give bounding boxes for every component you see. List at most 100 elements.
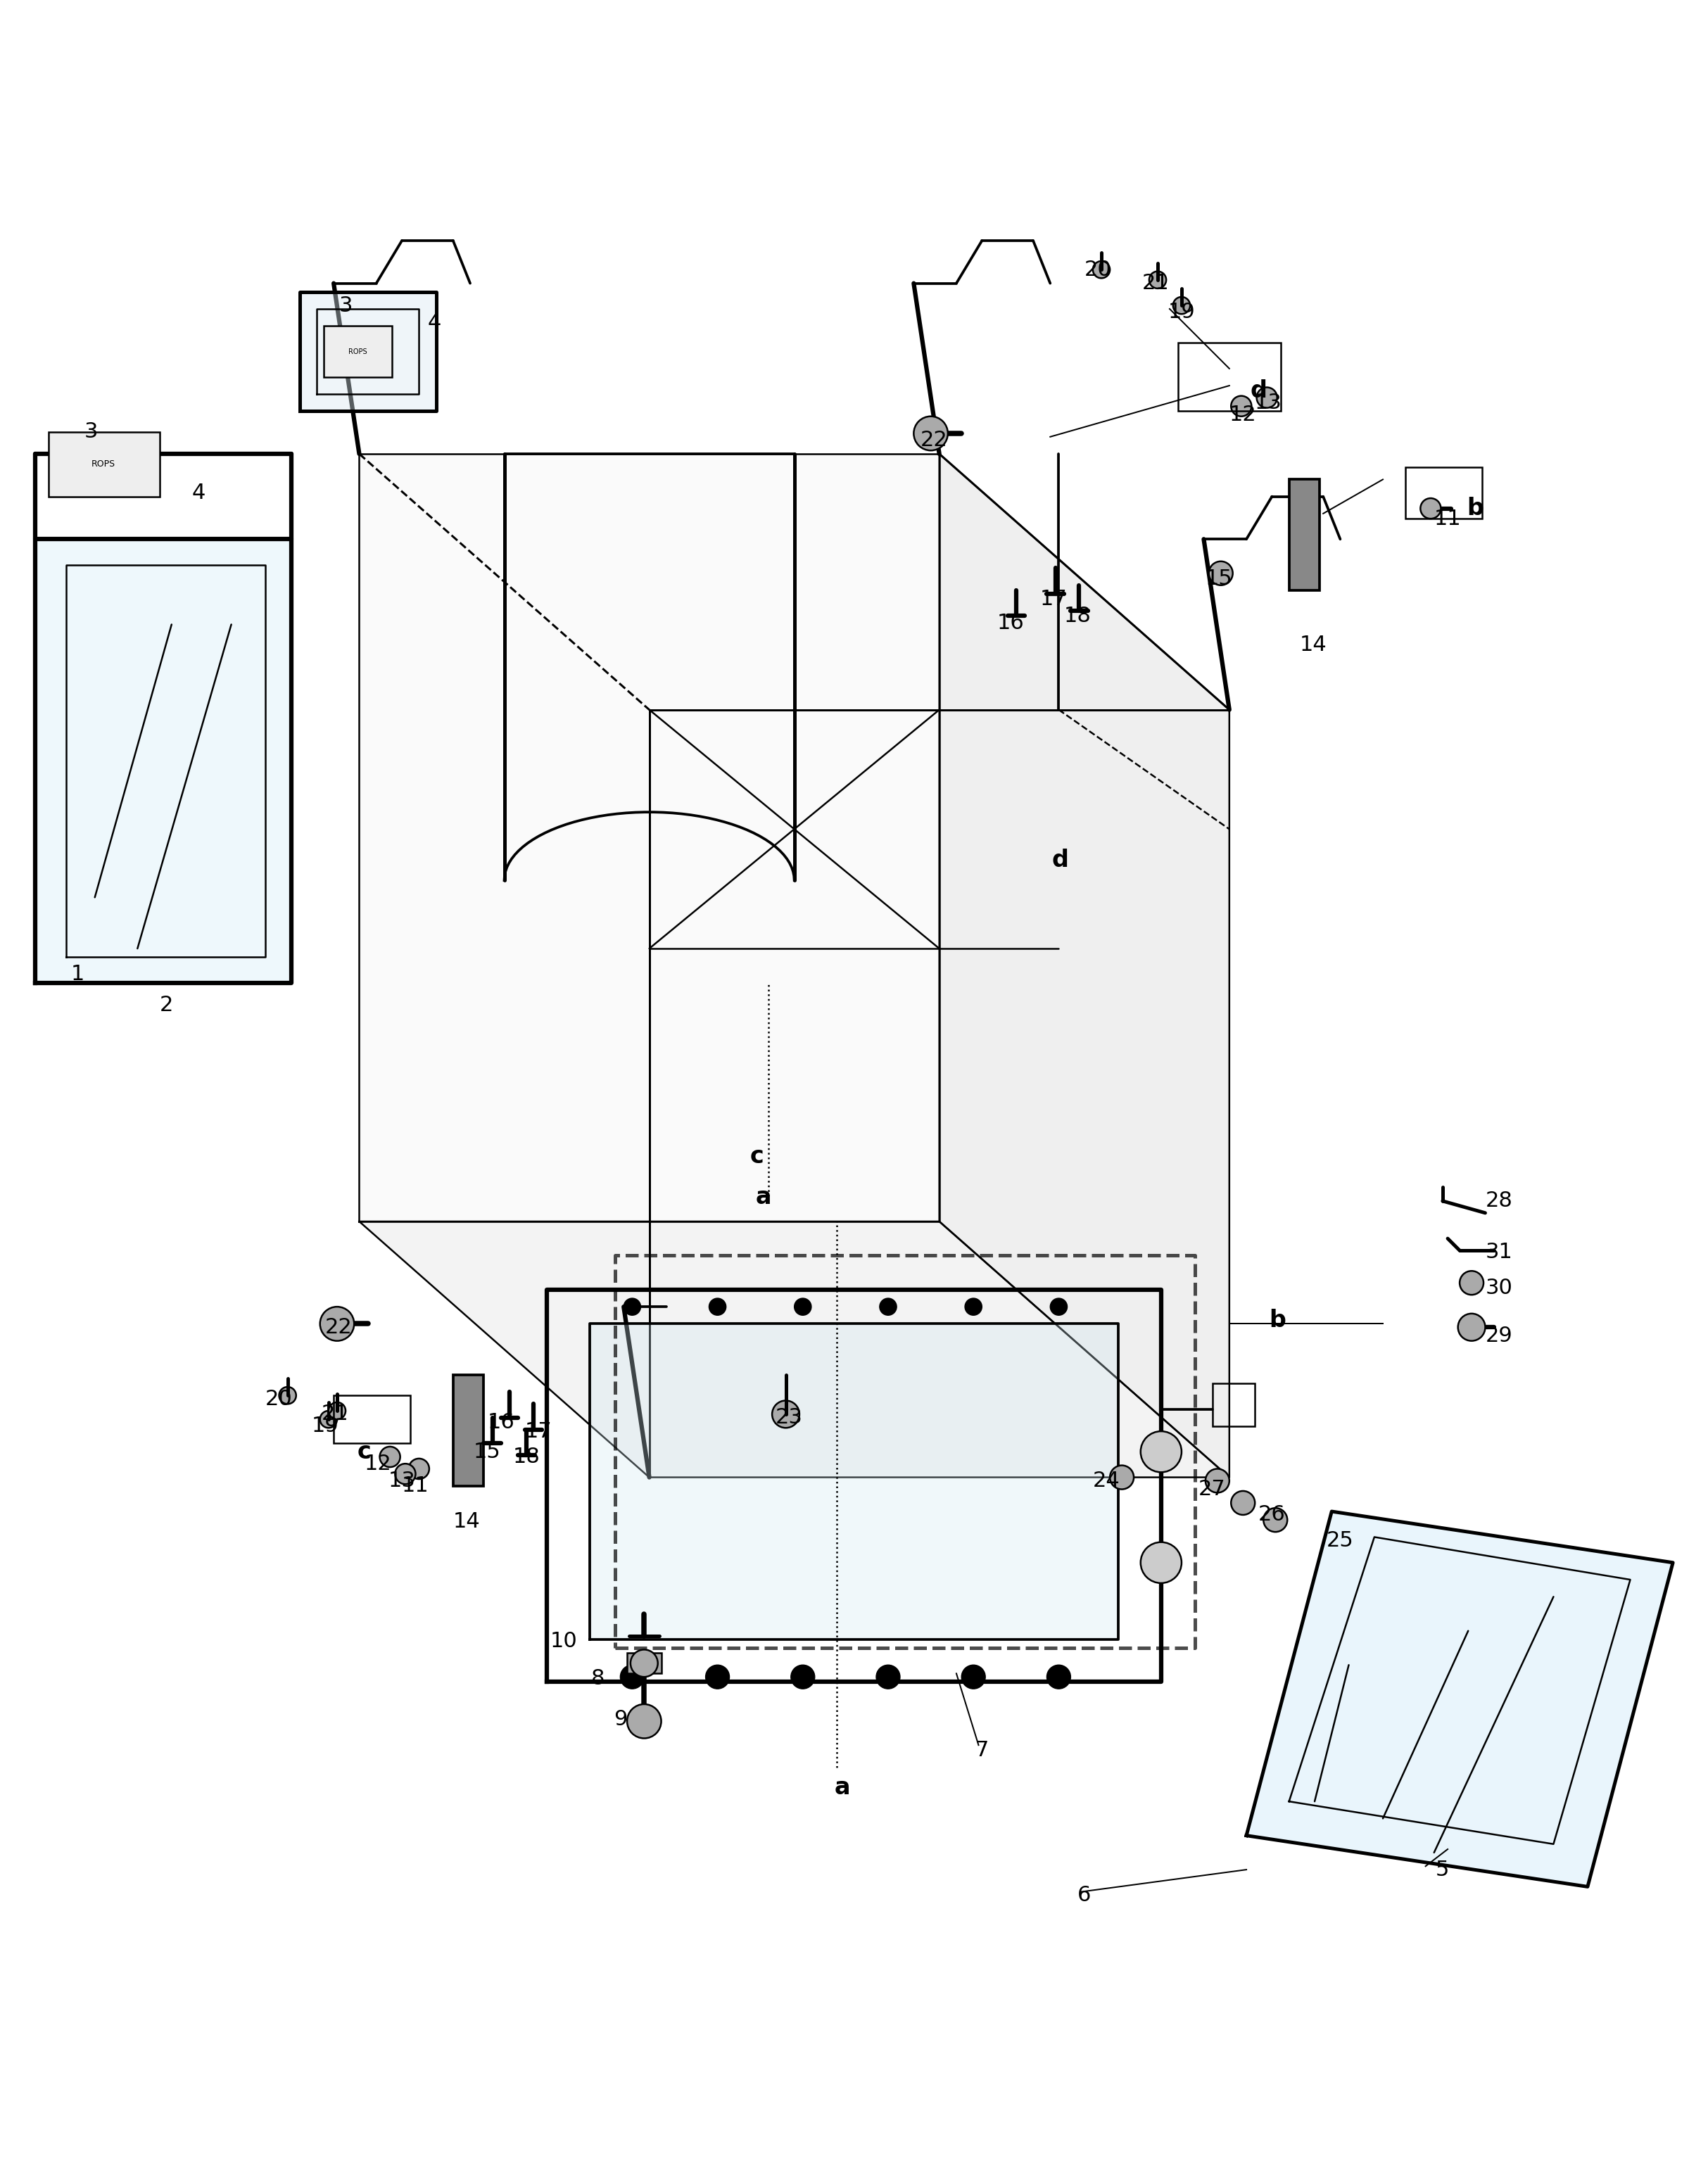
Text: 6: 6 — [1078, 1886, 1091, 1905]
Circle shape — [395, 1465, 415, 1484]
Text: 27: 27 — [1199, 1480, 1226, 1499]
Circle shape — [709, 1298, 726, 1315]
Circle shape — [1460, 1272, 1484, 1295]
Text: a: a — [755, 1187, 772, 1209]
Circle shape — [319, 1306, 354, 1341]
Bar — [1290, 480, 1320, 590]
Circle shape — [1173, 297, 1190, 315]
Circle shape — [1206, 1469, 1230, 1493]
Text: 26: 26 — [1259, 1504, 1286, 1526]
Circle shape — [1264, 1508, 1288, 1532]
Bar — [453, 1376, 483, 1486]
Circle shape — [794, 1298, 811, 1315]
Text: 21: 21 — [321, 1404, 348, 1424]
Circle shape — [620, 1664, 644, 1688]
Circle shape — [319, 1411, 336, 1428]
Text: 21: 21 — [1143, 273, 1170, 293]
Text: ROPS: ROPS — [348, 347, 367, 356]
Circle shape — [1459, 1313, 1486, 1341]
Text: 14: 14 — [453, 1512, 480, 1532]
Circle shape — [965, 1298, 982, 1315]
Text: b: b — [1467, 497, 1484, 521]
Bar — [627, 1654, 661, 1673]
Text: 3: 3 — [338, 295, 352, 315]
Text: 8: 8 — [591, 1669, 605, 1688]
Text: b: b — [1269, 1309, 1286, 1332]
Polygon shape — [36, 538, 290, 983]
Text: a: a — [834, 1777, 851, 1799]
Circle shape — [1231, 395, 1252, 417]
Text: 12: 12 — [364, 1454, 391, 1473]
Circle shape — [1047, 1664, 1071, 1688]
Circle shape — [408, 1458, 429, 1480]
Circle shape — [623, 1298, 640, 1315]
Bar — [323, 326, 391, 378]
Circle shape — [880, 1298, 897, 1315]
Polygon shape — [359, 454, 939, 1222]
Circle shape — [278, 1387, 295, 1404]
Circle shape — [1231, 1491, 1255, 1515]
Bar — [1406, 467, 1483, 519]
Text: 30: 30 — [1486, 1278, 1513, 1298]
Text: 5: 5 — [1436, 1860, 1450, 1879]
Circle shape — [630, 1649, 658, 1677]
Text: 4: 4 — [191, 484, 205, 503]
Bar — [50, 432, 159, 497]
Text: 31: 31 — [1486, 1241, 1513, 1263]
Circle shape — [1093, 260, 1110, 278]
Text: 23: 23 — [775, 1408, 803, 1428]
Circle shape — [1141, 1543, 1182, 1584]
Text: 20: 20 — [265, 1389, 292, 1408]
Circle shape — [962, 1664, 986, 1688]
Text: 24: 24 — [1093, 1471, 1120, 1491]
Text: 17: 17 — [524, 1421, 552, 1441]
Bar — [1213, 1384, 1255, 1426]
Circle shape — [705, 1664, 729, 1688]
Text: 14: 14 — [1300, 634, 1327, 655]
Circle shape — [791, 1664, 815, 1688]
Text: 4: 4 — [427, 312, 441, 332]
Text: ROPS: ROPS — [91, 460, 116, 469]
Circle shape — [914, 417, 948, 451]
Text: 13: 13 — [388, 1471, 415, 1491]
Text: c: c — [357, 1441, 371, 1463]
Bar — [1179, 343, 1281, 412]
Text: 22: 22 — [921, 430, 948, 451]
Circle shape — [1421, 499, 1442, 519]
Text: 3: 3 — [84, 421, 99, 443]
Circle shape — [1209, 562, 1233, 586]
Circle shape — [379, 1447, 400, 1467]
Text: 10: 10 — [550, 1632, 577, 1651]
Circle shape — [1110, 1465, 1134, 1489]
Text: 15: 15 — [473, 1441, 500, 1463]
Circle shape — [1149, 271, 1167, 289]
Text: 25: 25 — [1327, 1530, 1354, 1552]
Text: 17: 17 — [1040, 588, 1068, 610]
Text: 22: 22 — [325, 1317, 352, 1337]
Text: 7: 7 — [975, 1740, 989, 1760]
Text: 11: 11 — [401, 1476, 429, 1495]
Circle shape — [1050, 1298, 1068, 1315]
Text: c: c — [750, 1146, 763, 1167]
Text: 11: 11 — [1435, 508, 1462, 529]
Polygon shape — [359, 1222, 1230, 1478]
Text: 18: 18 — [512, 1447, 540, 1467]
Text: 13: 13 — [1255, 393, 1283, 412]
Text: 18: 18 — [1064, 605, 1091, 627]
Text: 16: 16 — [487, 1413, 514, 1432]
Polygon shape — [589, 1324, 1119, 1638]
Circle shape — [627, 1703, 661, 1738]
Text: 2: 2 — [159, 994, 173, 1016]
Text: 28: 28 — [1486, 1191, 1513, 1211]
Circle shape — [1257, 386, 1278, 408]
Text: d: d — [1250, 380, 1267, 401]
Circle shape — [876, 1664, 900, 1688]
Text: 12: 12 — [1230, 404, 1257, 425]
Text: 20: 20 — [1085, 260, 1112, 280]
Circle shape — [1141, 1432, 1182, 1471]
Text: 15: 15 — [1206, 569, 1233, 588]
Text: 9: 9 — [613, 1710, 627, 1729]
Polygon shape — [299, 291, 436, 412]
Text: 19: 19 — [1168, 302, 1196, 323]
Text: 29: 29 — [1486, 1326, 1513, 1345]
